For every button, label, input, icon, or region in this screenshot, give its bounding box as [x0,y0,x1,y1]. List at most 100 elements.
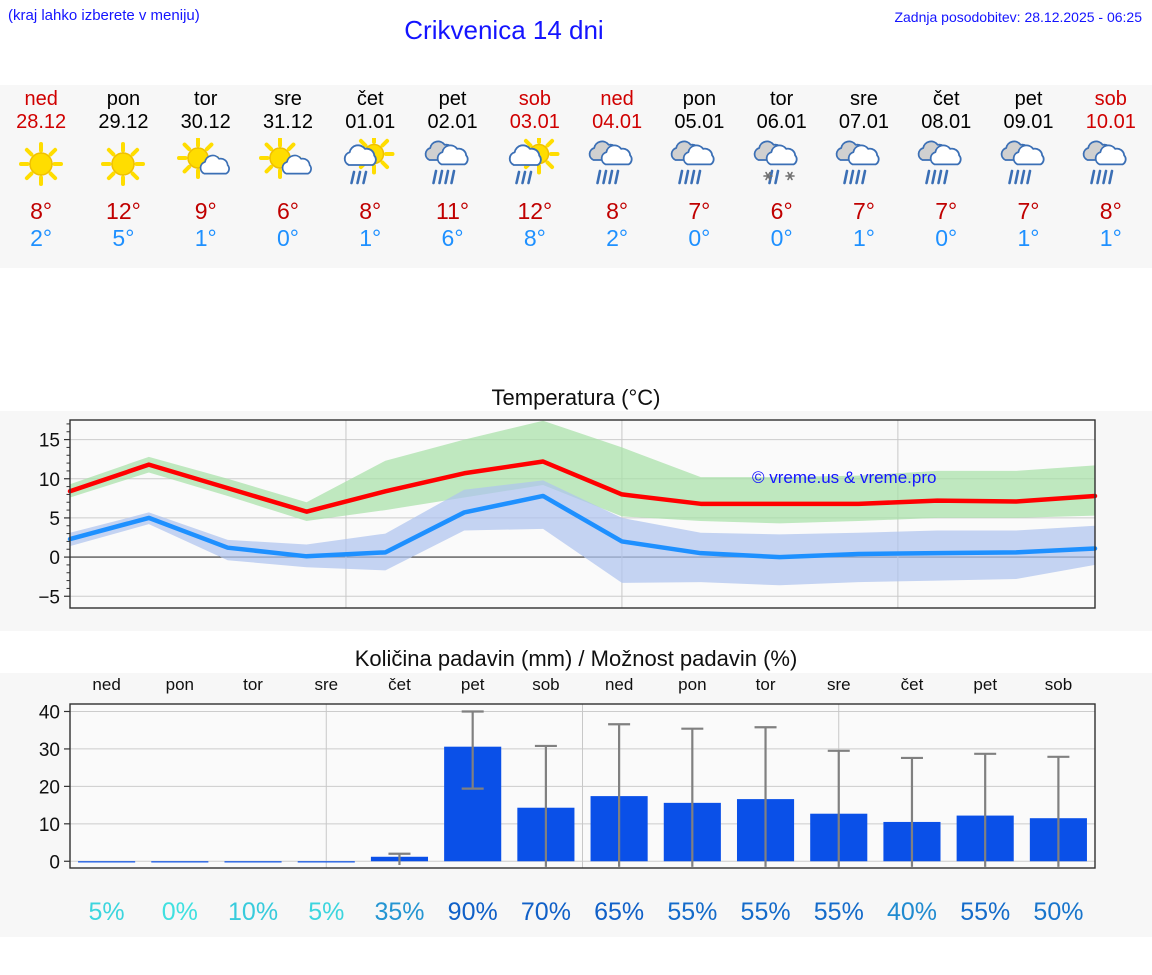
forecast-temp-max: 8° [359,198,382,224]
precipitation-y-tick-label: 0 [49,852,60,873]
precipitation-day-label: pet [973,675,998,694]
precipitation-day-label: čet [900,675,924,694]
forecast-day-2[interactable]: pon 29.12 12° 5° [82,85,164,268]
sun-icon [87,138,159,194]
forecast-day-date: 03.01 [509,111,560,133]
forecast-day-name: ned [24,88,58,110]
temperature-y-tick-label: 15 [39,431,60,452]
precipitation-error-bar [461,710,484,790]
temperature-chart-panel: Temperatura (°C) −5 0 5 10 15 [0,384,1152,631]
precipitation-error-bar [681,727,704,867]
precipitation-probability-label: 50% [1033,898,1084,926]
forecast-temp-min: 8° [523,225,546,251]
forecast-day-14[interactable]: sob 10.01 8° 1° [1070,85,1152,268]
forecast-day-name: ned [600,88,634,110]
forecast-temp-max: 8° [1099,198,1122,224]
forecast-day-9[interactable]: pon 05.01 7° 0° [658,85,740,268]
forecast-day-date: 08.01 [921,111,972,133]
forecast-day-13[interactable]: pet 09.01 7° 1° [987,85,1069,268]
forecast-temp-min: 0° [770,225,793,251]
forecast-day-name: pet [438,88,467,110]
forecast-day-name: pet [1014,88,1043,110]
forecast-day-date: 01.01 [345,111,396,133]
precipitation-day-label: pet [460,675,485,694]
precipitation-error-bar [1047,755,1070,867]
cloud-rain-icon [1075,138,1147,194]
precipitation-error-bar [974,752,997,867]
temperature-plot: −5 0 5 10 15 [0,412,1152,631]
forecast-temp-max: 8° [606,198,629,224]
forecast-day-date: 02.01 [427,111,478,133]
temperature-y-tick-label: −5 [38,587,60,608]
precipitation-day-label: ned [92,675,121,694]
forecast-day-name: sre [274,88,302,110]
forecast-day-name: čet [932,88,960,110]
forecast-day-date: 10.01 [1085,111,1136,133]
precipitation-day-label: sob [1044,675,1073,694]
precipitation-error-bar [608,723,631,867]
forecast-temp-max: 6° [276,198,299,224]
forecast-day-5[interactable]: čet 01.01 8° 1° [329,85,411,268]
sun-cloud-icon [252,138,324,194]
precipitation-y-tick-label: 10 [39,815,60,836]
forecast-day-3[interactable]: tor 30.12 9° 1° [165,85,247,268]
daily-forecast-strip: ned 28.12 8° 2° pon 29.12 12° 5° tor 30.12 9° 1° sre… [0,85,1152,268]
precipitation-probability-label: 65% [594,898,645,926]
forecast-temp-max: 7° [935,198,958,224]
forecast-day-name: tor [770,88,794,110]
temperature-band [70,420,1095,524]
forecast-day-6[interactable]: pet 02.01 11° 6° [411,85,493,268]
precipitation-day-label: sre [314,675,339,694]
temperature-y-tick-label: 5 [49,509,60,530]
precipitation-probability-label: 0% [161,898,198,926]
cloud-sleet-icon [746,138,818,194]
forecast-temp-min: 0° [276,225,299,251]
precipitation-day-label: čet [388,675,411,694]
precipitation-day-label: tor [755,675,776,694]
precipitation-bar [151,861,209,863]
forecast-temp-min: 2° [30,225,53,251]
temperature-line [67,459,1098,514]
forecast-day-date: 06.01 [756,111,807,133]
cloud-rain-icon [910,138,982,194]
forecast-temp-min: 1° [1099,225,1122,251]
temperature-chart-title: Temperatura (°C) [0,384,1152,411]
forecast-day-11[interactable]: sre 07.01 7° 1° [823,85,905,268]
forecast-day-name: tor [194,88,218,110]
precipitation-error-bar [827,749,850,867]
forecast-day-12[interactable]: čet 08.01 7° 0° [905,85,987,268]
last-updated-text: Zadnja posodobitev: 28.12.2025 - 06:25 [894,9,1142,25]
forecast-day-date: 28.12 [16,111,67,133]
temperature-line [67,493,1098,560]
forecast-day-7[interactable]: sob 03.01 12° 8° [494,85,576,268]
precipitation-probability-label: 55% [813,898,864,926]
forecast-day-1[interactable]: ned 28.12 8° 2° [0,85,82,268]
precipitation-bar [297,861,355,863]
forecast-temp-max: 11° [436,198,470,224]
forecast-day-date: 30.12 [180,111,231,133]
forecast-day-8[interactable]: ned 04.01 8° 2° [576,85,658,268]
page-title: Crikvenica 14 dni [404,15,604,45]
cloud-rain-icon [663,138,735,194]
precipitation-error-bar [534,744,557,867]
forecast-day-10[interactable]: tor 06.01 6° 0° [741,85,823,268]
sun-cloud-icon [170,138,242,194]
forecast-day-name: sob [1094,88,1127,110]
cloud-rain-icon [581,138,653,194]
precipitation-probability-label: 55% [960,898,1011,926]
forecast-temp-max: 6° [770,198,793,224]
precipitation-day-label: ned [604,675,634,694]
precipitation-y-tick-label: 20 [39,777,60,798]
forecast-day-4[interactable]: sre 31.12 6° 0° [247,85,329,268]
precipitation-probability-label: 5% [88,898,125,926]
cloud-rain-icon [417,138,489,194]
forecast-temp-max: 7° [1017,198,1040,224]
precipitation-probability-label: 10% [228,898,279,926]
precipitation-y-tick-label: 40 [39,702,60,723]
forecast-day-date: 29.12 [98,111,149,133]
forecast-temp-min: 0° [688,225,711,251]
forecast-day-date: 05.01 [674,111,725,133]
precipitation-chart-panel: Količina padavin (mm) / Možnost padavin … [0,645,1152,937]
forecast-temp-max: 12° [517,198,553,224]
cloud-rain-icon [993,138,1065,194]
